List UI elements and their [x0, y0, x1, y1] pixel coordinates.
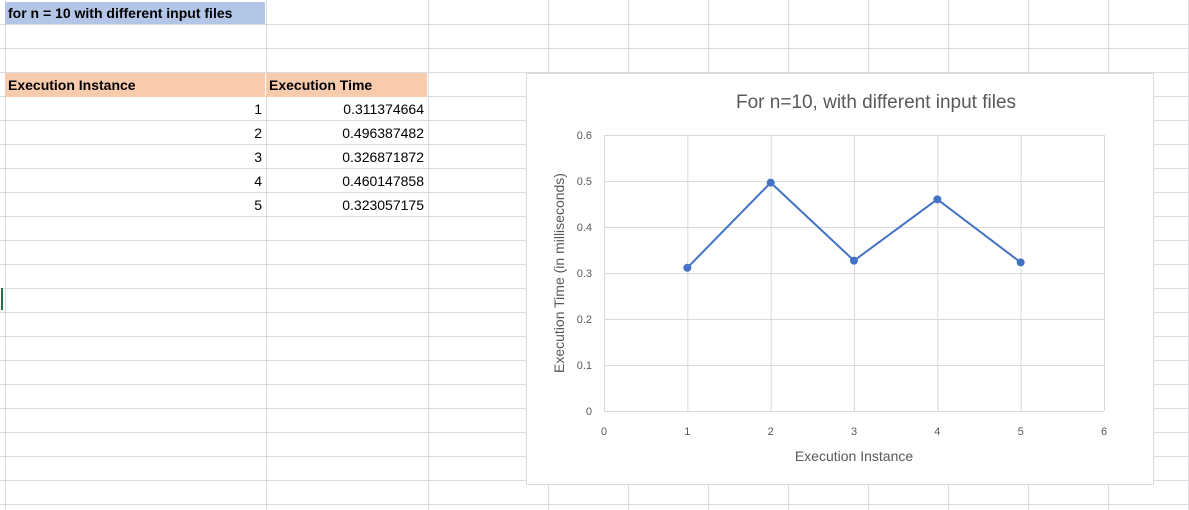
- sheet-title-cell[interactable]: for n = 10 with different input files: [5, 2, 265, 24]
- y-axis-title: Execution Time (in milliseconds): [551, 173, 567, 373]
- cell-instance-5[interactable]: 5: [254, 197, 262, 213]
- data-point: [683, 263, 692, 272]
- y-tick-label: 0.3: [577, 268, 592, 280]
- x-tick-label: 1: [684, 426, 690, 438]
- y-tick-label: 0: [586, 406, 592, 418]
- cell-time-5[interactable]: 0.323057175: [342, 197, 424, 213]
- x-tick-label: 0: [601, 426, 607, 438]
- active-cell-indicator: [1, 288, 3, 310]
- cell-instance-2[interactable]: 2: [254, 125, 262, 141]
- cell-time-3[interactable]: 0.326871872: [342, 149, 424, 165]
- cell-instance-1[interactable]: 1: [254, 101, 262, 117]
- cell-time-4[interactable]: 0.460147858: [342, 173, 424, 189]
- x-tick-label: 5: [1018, 426, 1024, 438]
- data-point: [1016, 258, 1025, 267]
- cell-time-1[interactable]: 0.311374664: [343, 101, 424, 117]
- y-tick-label: 0.1: [577, 360, 592, 372]
- x-tick-label: 2: [768, 426, 774, 438]
- header-execution-time[interactable]: Execution Time: [266, 73, 427, 97]
- x-axis-title: Execution Instance: [795, 448, 914, 464]
- x-tick-label: 4: [934, 426, 940, 438]
- y-tick-label: 0.2: [577, 314, 592, 326]
- x-tick-label: 3: [851, 426, 857, 438]
- y-tick-label: 0.4: [577, 222, 592, 234]
- data-point: [933, 195, 942, 204]
- y-tick-label: 0.5: [577, 176, 592, 188]
- chart-title: For n=10, with different input files: [736, 92, 1016, 113]
- y-tick-label: 0.6: [577, 130, 592, 142]
- data-point: [766, 178, 775, 187]
- cell-time-2[interactable]: 0.496387482: [342, 125, 424, 141]
- chart-area[interactable]: [526, 73, 1154, 485]
- line-chart[interactable]: For n=10, with different input files 0 0.1…: [526, 73, 1154, 485]
- header-execution-instance[interactable]: Execution Instance: [5, 73, 265, 97]
- x-tick-label: 6: [1101, 426, 1107, 438]
- cell-instance-4[interactable]: 4: [254, 173, 262, 189]
- cell-instance-3[interactable]: 3: [254, 149, 262, 165]
- data-point: [850, 256, 858, 265]
